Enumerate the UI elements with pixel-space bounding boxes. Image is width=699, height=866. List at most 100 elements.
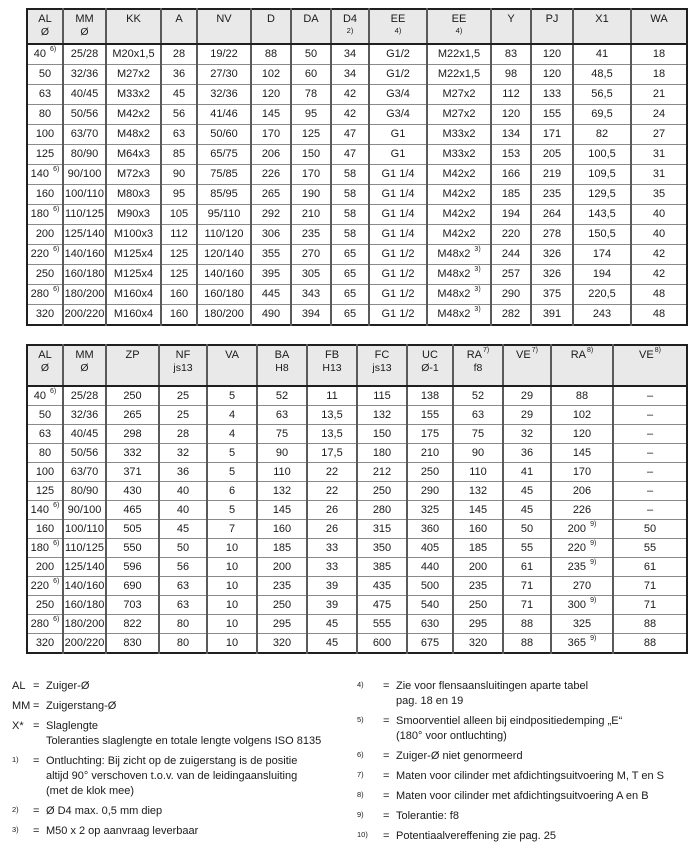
table-row: 220 6) 140/160 M125x4 125 120/140 355 270 65 G1 … xyxy=(27,244,687,265)
table-cell: 220 6) xyxy=(27,576,63,596)
table-cell: 39 xyxy=(306,576,357,596)
table-cell: 150 xyxy=(290,144,331,165)
footnote-term: 9) xyxy=(357,810,364,819)
table-cell: 102 xyxy=(550,405,613,425)
table-cell: 134 xyxy=(490,124,531,145)
table-row: 140 6) 90/100 465 40 5 145 26 280 325 145 45 226– xyxy=(27,500,687,520)
column-subheader: js13 xyxy=(372,362,392,374)
table-row: 100 63/70 M48x2 63 50/60 170 125 47 G1 M33x2 134 17… xyxy=(27,124,687,145)
footnote-text: Ø D4 max. 0,5 mm diep xyxy=(46,805,163,817)
column-subheader: H13 xyxy=(322,362,342,374)
table-cell: 100/110 xyxy=(62,184,106,205)
column-header-ee: EE 4) xyxy=(426,9,491,45)
table-cell: 63 xyxy=(452,405,503,425)
mounting-dimensions-table-host: AL Ø MM Ø ZP NF js13 VA BA H8 FB H13 FC js13 UC Ø-1 RA7)… xyxy=(26,344,688,654)
table-cell: M42x2 xyxy=(105,104,161,125)
table-cell: 200/220 xyxy=(62,633,106,653)
table-cell: 125/140 xyxy=(62,224,106,245)
table-cell: G1 1/2 xyxy=(368,304,427,325)
table-cell: 140 6) xyxy=(27,500,63,520)
table-cell: 13,5 xyxy=(306,405,357,425)
table-cell: M22x1,5 xyxy=(426,64,491,85)
footnote-item: 2) = Ø D4 max. 0,5 mm diep xyxy=(12,804,348,819)
table-cell: 171 xyxy=(530,124,573,145)
footnote-term: 3) xyxy=(12,825,19,834)
table-cell: 375 xyxy=(530,284,573,305)
footnote-marker: 3) xyxy=(474,306,481,314)
table-cell: 10 xyxy=(206,538,257,558)
table-cell: 63/70 xyxy=(62,124,106,145)
table-cell: 140/160 xyxy=(62,244,106,265)
table-cell: 326 xyxy=(530,264,573,285)
table-cell: 630 xyxy=(406,614,453,634)
table-cell: 200 9) xyxy=(550,519,613,539)
column-header-nv: NV xyxy=(196,9,251,45)
table-cell: 25 xyxy=(158,405,207,425)
table-cell: 95 xyxy=(290,104,331,125)
equals-sign: = xyxy=(383,680,390,692)
table-cell: 34 xyxy=(330,64,369,85)
table-cell: 145 xyxy=(550,443,613,463)
table-cell: 5 xyxy=(206,385,257,406)
footnote-term: 6) xyxy=(357,750,364,759)
table-cell: 343 xyxy=(290,284,331,305)
table-cell: 98 xyxy=(490,64,531,85)
footnote-text: Maten voor cilinder met afdichtingsuitvo… xyxy=(396,790,649,802)
table-cell: 63/70 xyxy=(62,462,106,482)
table-row: 80 50/56 M42x2 56 41/46 145 95 42 G3/4 M27x2 120 15… xyxy=(27,104,687,125)
table-cell: M22x1,5 xyxy=(426,43,491,65)
table-cell: 75 xyxy=(452,424,503,444)
column-subheader: Ø xyxy=(80,26,89,38)
table-cell: G1 1/4 xyxy=(368,164,427,185)
table-cell: 41 xyxy=(572,43,631,65)
table-cell: 48 xyxy=(630,284,687,305)
table-cell: 280 6) xyxy=(27,284,63,305)
table-cell: 28 xyxy=(160,43,197,65)
table-cell: 133 xyxy=(530,84,573,105)
table-cell: 50/56 xyxy=(62,443,106,463)
table-cell: 50 xyxy=(290,43,331,65)
footnote-term: X* xyxy=(12,720,24,732)
footnote-item: 8) = Maten voor cilinder met afdichtingsui… xyxy=(357,789,699,804)
footnote-term: 5) xyxy=(357,715,364,724)
table-cell: 27/30 xyxy=(196,64,251,85)
table-cell: 102 xyxy=(250,64,291,85)
table-cell: 385 xyxy=(356,557,407,577)
table-cell: 25 xyxy=(158,385,207,406)
table-cell: G1 xyxy=(368,124,427,145)
table-cell: 185 xyxy=(256,538,307,558)
table-cell: 80/90 xyxy=(62,144,106,165)
table-row: 63 40/45 298 28 4 75 13,5 150 175 75 32 120– xyxy=(27,424,687,444)
table-cell: 22 xyxy=(306,462,357,482)
table-cell: 13,5 xyxy=(306,424,357,444)
table-cell: 85/95 xyxy=(196,184,251,205)
table-cell: G1/2 xyxy=(368,43,427,65)
table-row: 125 80/90 430 40 6 132 22 250 290 132 45 206– xyxy=(27,481,687,501)
footnote-marker: 6) xyxy=(53,615,60,623)
footnote-marker: 7) xyxy=(483,347,490,355)
equals-sign: = xyxy=(383,790,390,802)
table-cell: M48x2 3) xyxy=(426,284,491,305)
table-cell: 56,5 xyxy=(572,84,631,105)
table-cell: 235 xyxy=(256,576,307,596)
table-cell: 63 xyxy=(158,595,207,615)
table-cell: 65 xyxy=(330,304,369,325)
table-cell: 132 xyxy=(452,481,503,501)
table-cell: 160/180 xyxy=(62,595,106,615)
table-cell: 50/60 xyxy=(196,124,251,145)
table-cell: 250 xyxy=(406,462,453,482)
table-cell: 220 6) xyxy=(27,244,63,265)
table-cell: 180/200 xyxy=(196,304,251,325)
table-cell: 320 xyxy=(27,633,63,653)
table-cell: 36 xyxy=(502,443,551,463)
table-cell: 40/45 xyxy=(62,424,106,444)
table-cell: 360 xyxy=(406,519,453,539)
table-cell: M80x3 xyxy=(105,184,161,205)
table-cell: 63 xyxy=(158,576,207,596)
table-cell: 71 xyxy=(502,576,551,596)
table-cell: 40 xyxy=(158,500,207,520)
table-cell: 220 9) xyxy=(550,538,613,558)
table-cell: 120 xyxy=(530,43,573,65)
column-header-ra: RA7) f8 xyxy=(452,345,503,387)
table-cell: M33x2 xyxy=(426,124,491,145)
